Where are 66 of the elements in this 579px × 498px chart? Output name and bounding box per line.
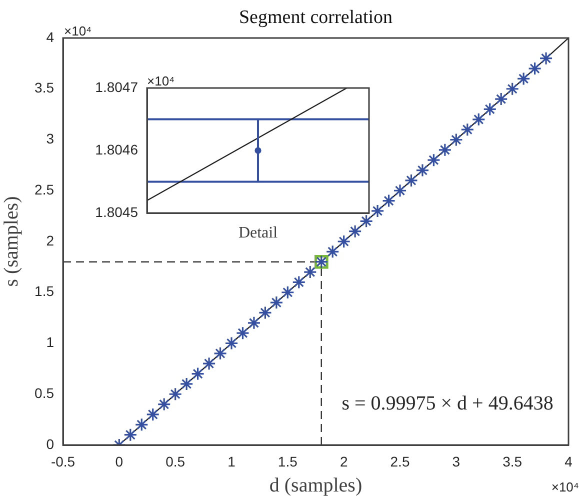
point xyxy=(416,163,430,178)
y-tick-label: 1.8045 xyxy=(95,204,138,220)
x-axis-title: d (samples) xyxy=(269,474,362,496)
point xyxy=(146,408,160,422)
x-axis-title: Detail xyxy=(238,224,278,242)
point xyxy=(472,112,486,126)
point xyxy=(516,72,530,86)
point xyxy=(360,214,374,228)
x-tick-label: 0.5 xyxy=(166,453,186,470)
point xyxy=(191,366,205,381)
point xyxy=(180,377,194,391)
y-tick-label: 3.5 xyxy=(34,80,54,96)
y-tick-label: 0.5 xyxy=(34,384,54,401)
point xyxy=(370,204,384,218)
chart-title: Segment correlation xyxy=(238,6,394,28)
y-tick-label: 2 xyxy=(46,232,54,248)
y-tick-label: 4 xyxy=(46,28,54,45)
y-tick-label: 1 xyxy=(46,334,54,350)
y-tick-label: 1.8046 xyxy=(95,141,138,158)
point xyxy=(348,224,362,238)
point xyxy=(124,428,138,442)
x-tick-label: 1 xyxy=(228,453,236,470)
point xyxy=(438,143,452,157)
point xyxy=(168,387,182,401)
point xyxy=(506,82,520,96)
point xyxy=(224,336,238,350)
point xyxy=(494,92,508,106)
x-tick-label: 3.5 xyxy=(502,453,522,470)
point xyxy=(292,275,306,289)
annotation: ×10⁴ xyxy=(147,74,175,89)
point xyxy=(247,316,261,330)
point xyxy=(280,286,294,300)
point xyxy=(426,153,440,167)
point xyxy=(236,326,250,340)
point xyxy=(528,62,542,76)
point xyxy=(258,306,272,320)
text: ×10⁴ xyxy=(551,480,579,495)
point xyxy=(449,132,463,147)
point xyxy=(134,418,148,432)
point xyxy=(404,174,418,188)
y-tick-label: 0 xyxy=(46,436,54,452)
annotation: s = 0.99975 × d + 49.6438 xyxy=(342,392,554,415)
x-tick-label: 3 xyxy=(452,453,460,470)
point xyxy=(213,346,228,360)
x-tick-label: 2 xyxy=(340,453,348,470)
point xyxy=(337,234,351,248)
point xyxy=(393,184,407,198)
point xyxy=(303,265,317,279)
y-tick-label: 1.5 xyxy=(34,283,54,300)
y-tick-label: 2.5 xyxy=(34,181,54,198)
y-axis-title: s (samples) xyxy=(0,196,22,287)
point xyxy=(270,296,284,310)
point xyxy=(483,102,497,116)
x-tick-label: -0.5 xyxy=(50,453,76,470)
point xyxy=(539,52,553,66)
y-tick-label: 3 xyxy=(46,130,54,147)
point xyxy=(460,122,474,136)
point xyxy=(326,244,340,258)
annotation: ×10⁴ xyxy=(64,24,92,39)
x-tick-label: 1.5 xyxy=(278,453,298,470)
y-tick-label: 1.8047 xyxy=(95,78,138,95)
point xyxy=(157,398,171,412)
point xyxy=(202,356,216,370)
point xyxy=(382,194,396,208)
x-tick-label: 2.5 xyxy=(390,453,410,470)
x-tick-label: 4 xyxy=(564,453,573,470)
